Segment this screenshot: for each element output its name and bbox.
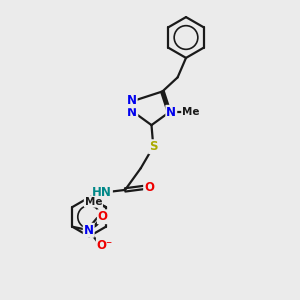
Text: N: N <box>84 224 94 237</box>
Text: O: O <box>144 181 154 194</box>
Text: N: N <box>127 106 137 119</box>
Text: N: N <box>127 94 137 107</box>
Text: Me: Me <box>182 107 200 117</box>
Text: HN: HN <box>92 186 112 199</box>
Text: O⁻: O⁻ <box>97 239 113 252</box>
Text: N: N <box>166 106 176 119</box>
Text: S: S <box>149 140 158 153</box>
Text: O: O <box>98 210 108 223</box>
Text: Me: Me <box>85 197 102 207</box>
